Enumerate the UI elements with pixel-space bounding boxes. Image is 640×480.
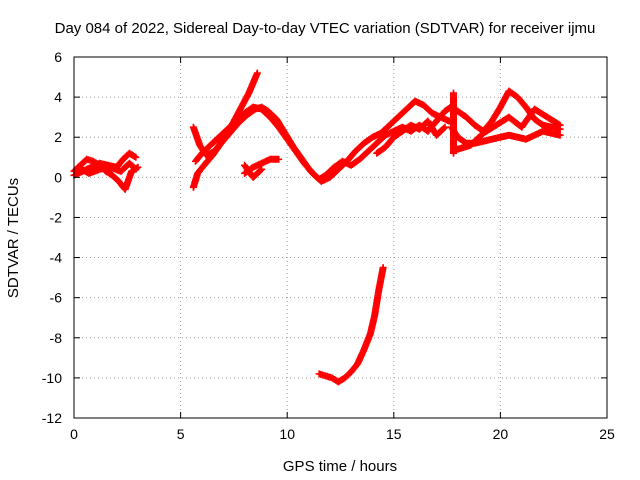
- y-tick-label: -8: [50, 330, 63, 346]
- y-tick-label: 2: [54, 129, 62, 145]
- plot-frame: [73, 56, 608, 419]
- data-point-interp: [257, 166, 265, 174]
- x-tick-label: 5: [177, 426, 185, 442]
- data-point: [275, 155, 283, 163]
- data-point: [441, 123, 449, 131]
- data-points-layer: [70, 69, 564, 386]
- tick-labels-layer: 0 5 10 15 20 25 -12 -10 -8 -6 -4 -2 0 2 4 6: [42, 49, 615, 442]
- data-point-interp: [555, 120, 563, 128]
- data-point: [258, 165, 266, 173]
- chart-title: Day 084 of 2022, Sidereal Day-to-day VTE…: [55, 20, 596, 37]
- y-axis-label: SDTVAR / TECUs: [5, 178, 22, 298]
- y-tick-label: 4: [54, 89, 62, 105]
- y-tick-label: -2: [50, 209, 63, 225]
- y-tick-label: 6: [54, 49, 62, 65]
- y-tick-label: -4: [50, 250, 63, 266]
- x-axis-label: GPS time / hours: [283, 458, 397, 475]
- data-point: [132, 153, 140, 161]
- x-tick-label: 0: [70, 426, 78, 442]
- data-point-interp: [440, 124, 448, 132]
- data-point: [556, 121, 564, 129]
- y-tick-label: -10: [42, 370, 62, 386]
- data-point: [253, 69, 261, 77]
- data-point: [556, 131, 564, 139]
- y-tick-label: -12: [42, 410, 62, 426]
- x-tick-label: 15: [386, 426, 402, 442]
- data-point-interp: [131, 152, 139, 160]
- y-tick-label: 0: [54, 169, 62, 185]
- x-tick-label: 10: [279, 426, 295, 442]
- x-tick-label: 20: [493, 426, 509, 442]
- x-tick-label: 25: [599, 426, 615, 442]
- data-point-interp: [131, 164, 139, 172]
- data-point: [132, 165, 140, 173]
- data-point: [379, 264, 387, 272]
- ticks-layer: [73, 56, 608, 419]
- y-tick-label: -6: [50, 290, 63, 306]
- data-point: [449, 149, 457, 157]
